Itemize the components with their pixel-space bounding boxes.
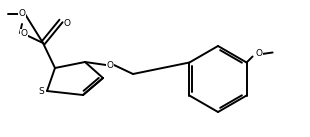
Text: O: O [64, 19, 71, 28]
Text: O: O [20, 29, 28, 38]
Text: O: O [19, 9, 25, 18]
Text: O: O [255, 49, 263, 58]
Text: S: S [38, 86, 44, 95]
Text: O: O [107, 61, 113, 69]
